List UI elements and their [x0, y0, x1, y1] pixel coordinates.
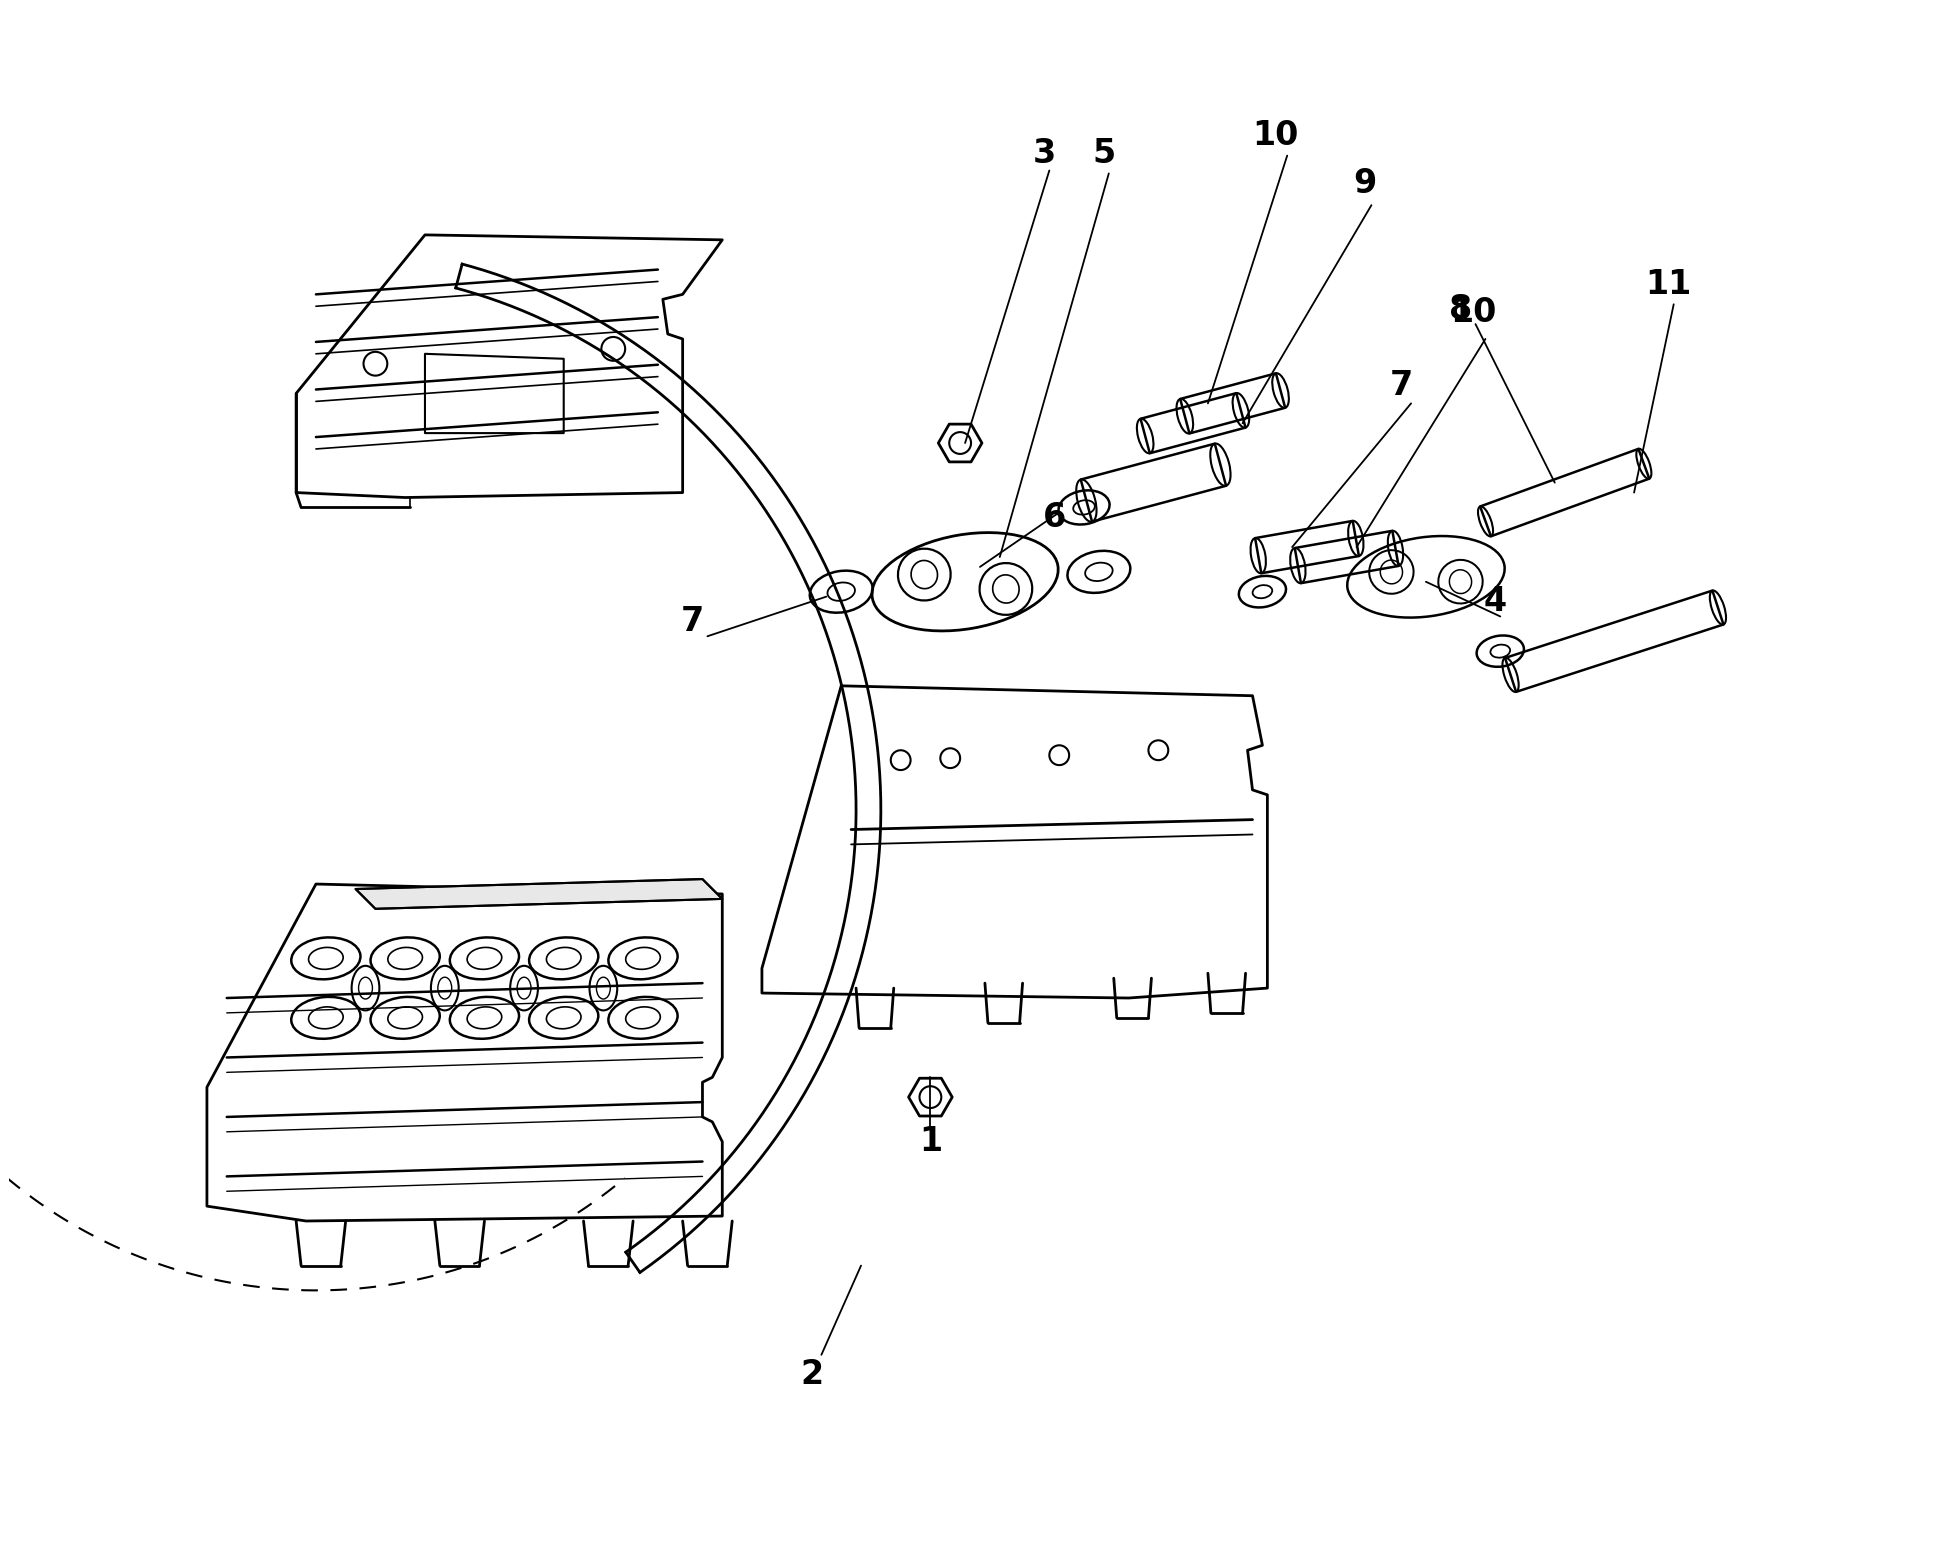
- Text: 6: 6: [1042, 501, 1066, 533]
- Text: 4: 4: [1484, 585, 1507, 617]
- Text: 8: 8: [1448, 292, 1472, 325]
- Text: 5: 5: [1093, 137, 1115, 169]
- Text: 3: 3: [1033, 137, 1056, 169]
- Text: 7: 7: [681, 605, 705, 638]
- Text: 2: 2: [800, 1358, 824, 1392]
- Text: 7: 7: [1390, 369, 1413, 403]
- Text: 9: 9: [1353, 166, 1376, 201]
- Text: 11: 11: [1646, 267, 1692, 302]
- Text: 10: 10: [1450, 295, 1497, 328]
- Text: 1: 1: [919, 1126, 943, 1158]
- Polygon shape: [355, 879, 722, 908]
- Text: 10: 10: [1251, 120, 1298, 152]
